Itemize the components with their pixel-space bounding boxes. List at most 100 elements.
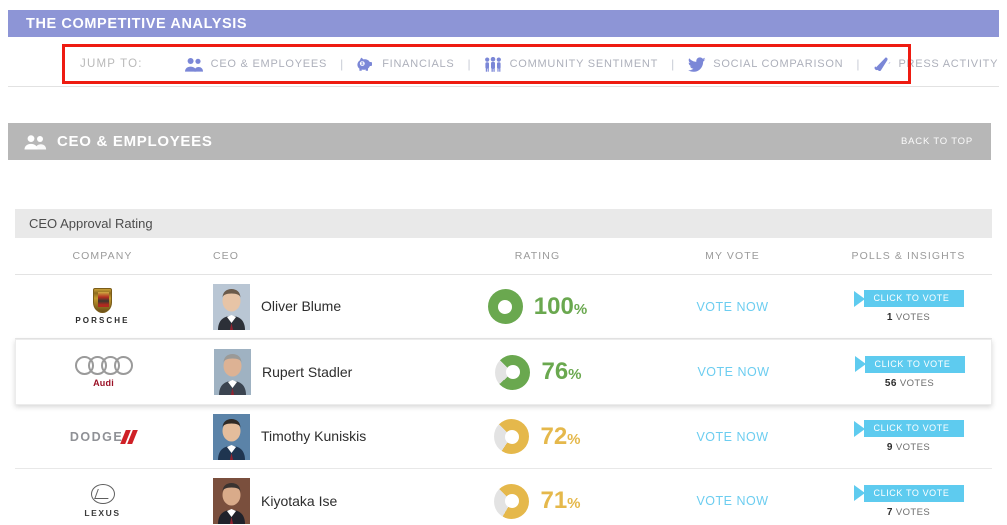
table-row[interactable]: PORSCHE Oliver Blume 100% VOTE NOW CLICK TO … — [15, 275, 992, 339]
vote-now-link[interactable]: VOTE NOW — [696, 494, 769, 508]
company-wordmark: PORSCHE — [75, 316, 130, 325]
votes-count: 9 VOTES — [887, 442, 930, 453]
cell-my-vote: VOTE NOW — [640, 469, 825, 525]
column-header-my-vote: MY VOTE — [705, 250, 760, 262]
click-to-vote-button[interactable]: CLICK TO VOTE — [863, 420, 964, 437]
cell-rating: 71% — [435, 469, 640, 525]
ceo-avatar — [213, 478, 250, 524]
click-to-vote-wrap[interactable]: CLICK TO VOTE — [853, 290, 964, 307]
cell-polls-insights: CLICK TO VOTE 7 VOTES — [825, 469, 992, 525]
card-title-text: CEO Approval Rating — [29, 216, 153, 231]
click-to-vote-button[interactable]: CLICK TO VOTE — [864, 355, 965, 373]
table-row[interactable]: DODGE Timothy Kuniskis 72% VOTE NOW CLICK TO… — [15, 405, 992, 469]
votes-number: 7 — [886, 506, 893, 518]
votes-label: VOTES — [895, 442, 931, 453]
ceo-approval-table: COMPANY CEO RATING MY VOTE POLLS & INSIG… — [15, 238, 992, 525]
jump-nav-item-social-comparison[interactable]: SOCIAL COMPARISON — [687, 56, 843, 73]
ceo-avatar — [213, 283, 250, 330]
lexus-logo: LEXUS — [84, 484, 120, 518]
ceo-avatar — [214, 349, 251, 395]
audi-rings-icon — [74, 356, 133, 375]
ceo-name: Oliver Blume — [261, 298, 342, 314]
jump-to-items: CEO & EMPLOYEES | $ FINANCIALS | COMMUNITY SE… — [184, 56, 999, 73]
click-to-vote-wrap[interactable]: CLICK TO VOTE — [853, 420, 964, 437]
column-header-ceo: CEO — [213, 250, 240, 262]
porsche-crest-icon — [92, 288, 112, 313]
rating-donut-chart — [494, 419, 530, 454]
arrow-right-icon — [853, 485, 865, 501]
rating-percent-sign: % — [567, 430, 581, 448]
jump-nav-separator: | — [340, 57, 344, 71]
column-header-company: COMPANY — [72, 250, 133, 262]
twitter-bird-icon — [687, 56, 706, 73]
votes-count: 1 VOTES — [887, 312, 930, 323]
votes-number: 56 — [884, 377, 897, 389]
dodge-logo: DODGE — [70, 429, 139, 444]
click-to-vote-wrap[interactable]: CLICK TO VOTE — [853, 484, 964, 502]
polls-block: CLICK TO VOTE 56 VOTES — [854, 355, 965, 389]
jump-nav-item-ceo-employees[interactable]: CEO & EMPLOYEES — [184, 56, 327, 73]
rating-value: 71 — [540, 487, 568, 514]
page-title: THE COMPETITIVE ANALYSIS — [26, 15, 248, 32]
votes-number: 9 — [886, 442, 893, 453]
jump-nav-separator: | — [671, 57, 675, 71]
click-to-vote-button[interactable]: CLICK TO VOTE — [863, 484, 964, 502]
jump-nav-item-press-activity[interactable]: PRESS ACTIVITY — [872, 56, 998, 73]
cell-polls-insights: CLICK TO VOTE 9 VOTES — [825, 405, 992, 468]
cell-ceo: Oliver Blume — [190, 275, 435, 338]
vote-now-link[interactable]: VOTE NOW — [696, 299, 769, 314]
cell-rating: 72% — [435, 405, 640, 468]
vote-now-link[interactable]: VOTE NOW — [696, 429, 769, 444]
cell-my-vote: VOTE NOW — [641, 340, 826, 404]
company-logo: DODGE — [53, 414, 153, 460]
company-logo: LEXUS — [53, 478, 153, 524]
jump-nav-item-label: SOCIAL COMPARISON — [713, 58, 844, 70]
votes-count: 56 VOTES — [885, 378, 934, 389]
votes-count: 7 VOTES — [887, 507, 930, 518]
dodge-stripes-icon — [119, 429, 139, 444]
company-logo: PORSCHE — [53, 284, 153, 330]
piggy-bank-icon: $ — [356, 56, 375, 73]
votes-label: VOTES — [895, 506, 931, 518]
megaphone-icon — [872, 56, 891, 73]
rating-value-group: 100% — [533, 292, 587, 320]
back-to-top-link[interactable]: BACK TO TOP — [901, 136, 973, 147]
click-to-vote-button[interactable]: CLICK TO VOTE — [863, 290, 964, 307]
ceo-name: Rupert Stadler — [262, 363, 353, 380]
page-title-bar: THE COMPETITIVE ANALYSIS — [8, 10, 999, 37]
jump-nav-separator: | — [467, 57, 471, 71]
jump-nav-item-community-sentiment[interactable]: COMMUNITY SENTIMENT — [484, 56, 659, 73]
ceo-avatar — [213, 413, 250, 460]
ceo-name: Kiyotaka Ise — [261, 492, 338, 509]
cell-rating: 100% — [435, 275, 640, 338]
rating-value-group: 76% — [541, 360, 581, 384]
cell-company: DODGE — [15, 405, 190, 468]
jump-nav-item-label: PRESS ACTIVITY — [898, 58, 999, 70]
table-row[interactable]: Audi Rupert Stadler 76% VOTE NOW CLICK TO VO… — [15, 339, 992, 405]
click-to-vote-wrap[interactable]: CLICK TO VOTE — [854, 355, 965, 373]
table-header-row: COMPANY CEO RATING MY VOTE POLLS & INSIG… — [15, 238, 992, 275]
polls-block: CLICK TO VOTE 7 VOTES — [853, 484, 964, 518]
table-body: PORSCHE Oliver Blume 100% VOTE NOW CLICK TO … — [15, 275, 992, 525]
rating-value: 100 — [533, 292, 574, 320]
cell-company: Audi — [16, 340, 191, 404]
arrow-right-icon — [853, 420, 865, 437]
rating-donut-chart — [495, 354, 531, 390]
three-people-icon — [484, 56, 503, 73]
rating-donut-chart — [494, 483, 530, 519]
jump-nav-item-financials[interactable]: $ FINANCIALS — [356, 56, 454, 73]
section-header-ceo-employees: CEO & EMPLOYEES BACK TO TOP — [8, 123, 991, 160]
jump-to-label: JUMP TO: — [80, 58, 143, 70]
vote-now-link[interactable]: VOTE NOW — [697, 365, 770, 379]
polls-block: CLICK TO VOTE 1 VOTES — [853, 290, 964, 323]
table-row[interactable]: LEXUS Kiyotaka Ise 71% VOTE NOW CLICK TO VOT… — [15, 469, 992, 525]
arrow-right-icon — [853, 290, 865, 307]
section-header-left: CEO & EMPLOYEES — [24, 132, 213, 152]
rating-percent-sign: % — [568, 366, 582, 383]
section-title: CEO & EMPLOYEES — [57, 133, 213, 150]
jump-to-nav: JUMP TO: CEO & EMPLOYEES | $ FINANCIALS | COM… — [0, 37, 1007, 89]
cell-company: PORSCHE — [15, 275, 190, 338]
cell-ceo: Rupert Stadler — [191, 340, 436, 404]
rating-donut-chart — [487, 289, 523, 324]
cell-my-vote: VOTE NOW — [640, 405, 825, 468]
